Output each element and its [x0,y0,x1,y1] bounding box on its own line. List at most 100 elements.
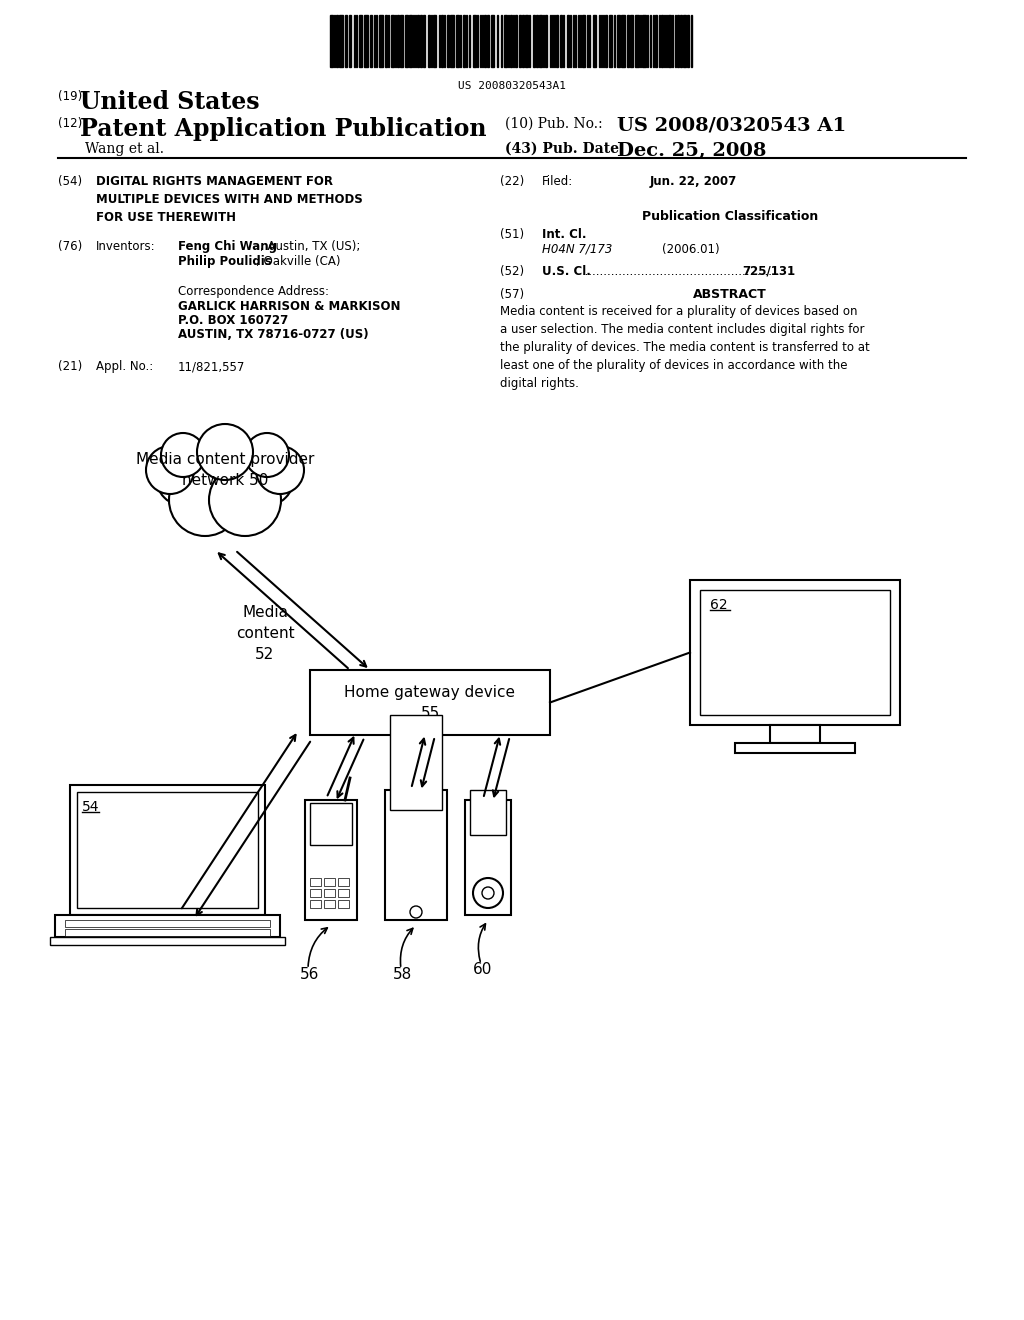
Circle shape [146,446,194,494]
Bar [680,15,682,67]
Bar [630,15,633,67]
Bar [391,15,394,67]
Bar [310,878,321,886]
Text: 725/131: 725/131 [742,265,795,279]
Text: US 2008/0320543 A1: US 2008/0320543 A1 [617,117,846,135]
Text: (43) Pub. Date:: (43) Pub. Date: [505,143,624,156]
Bar [364,15,368,67]
Text: Filed:: Filed: [542,176,573,187]
Text: 60: 60 [473,962,493,977]
Text: 62: 62 [710,598,728,612]
Bar [605,15,607,67]
Text: Dec. 25, 2008: Dec. 25, 2008 [617,143,766,160]
Bar [390,715,442,810]
Bar [345,15,347,67]
Bar [609,15,612,67]
Bar [55,915,280,937]
Bar [70,785,265,915]
Text: (2006.01): (2006.01) [662,243,720,256]
Circle shape [155,444,219,507]
Text: Home gateway device
55: Home gateway device 55 [344,685,515,721]
Bar [635,15,639,67]
Text: Philip Poulidis: Philip Poulidis [178,255,271,268]
Circle shape [231,444,295,507]
Bar [525,15,528,67]
Bar [336,15,338,67]
Text: 11/821,557: 11/821,557 [178,360,246,374]
Bar [409,15,412,67]
Circle shape [169,465,241,536]
Bar [65,929,270,936]
Circle shape [245,433,289,477]
Bar [310,803,352,845]
Bar [420,15,422,67]
Bar [310,888,321,898]
Bar [456,15,459,67]
Text: (10) Pub. No.:: (10) Pub. No.: [505,117,603,131]
Bar [324,900,335,908]
Bar [397,15,399,67]
Bar [735,743,855,752]
Bar [504,15,507,67]
Bar [677,15,679,67]
Bar [593,15,596,67]
Bar [473,15,476,67]
Bar [428,15,430,67]
Bar [417,15,419,67]
Bar [370,15,372,67]
Bar [687,15,689,67]
Text: Inventors:: Inventors: [96,240,156,253]
Bar [470,789,506,836]
Text: 56: 56 [300,968,319,982]
Circle shape [256,446,304,494]
Bar [349,15,351,67]
Text: Int. Cl.: Int. Cl. [542,228,587,242]
Text: , Oakville (CA): , Oakville (CA) [256,255,341,268]
Bar [433,15,436,67]
Text: (51): (51) [500,228,524,242]
Bar [490,15,494,67]
Bar [519,15,521,67]
Text: 54: 54 [82,800,99,814]
Bar [617,15,620,67]
Bar [310,671,550,735]
Bar [627,15,629,67]
Bar [662,15,663,67]
Bar [463,15,465,67]
Bar [423,15,425,67]
Bar [567,15,569,67]
Text: US 20080320543A1: US 20080320543A1 [458,81,566,91]
Text: (54): (54) [58,176,82,187]
Text: Publication Classification: Publication Classification [642,210,818,223]
Bar [450,15,454,67]
Text: AUSTIN, TX 78716-0727 (US): AUSTIN, TX 78716-0727 (US) [178,327,369,341]
Bar [539,15,542,67]
Text: (52): (52) [500,265,524,279]
Bar [534,15,535,67]
Bar [642,15,646,67]
Bar [77,792,258,908]
Text: , Austin, TX (US);: , Austin, TX (US); [260,240,360,253]
Text: Media
content
52: Media content 52 [236,605,294,663]
Text: Media content provider
network 50: Media content provider network 50 [136,451,314,488]
Text: Patent Application Publication: Patent Application Publication [80,117,486,141]
Bar [385,789,447,920]
Bar [338,888,349,898]
Text: ....................................................: ........................................… [577,265,787,279]
Bar [400,15,403,67]
Bar [700,590,890,715]
Circle shape [161,433,205,477]
Bar [515,15,517,67]
Text: 58: 58 [393,968,413,982]
Text: Correspondence Address:: Correspondence Address: [178,285,329,298]
Bar [310,900,321,908]
Bar [621,15,625,67]
Text: P.O. BOX 160727: P.O. BOX 160727 [178,314,288,327]
Text: U.S. Cl.: U.S. Cl. [542,265,591,279]
Bar [690,579,900,725]
Text: ABSTRACT: ABSTRACT [693,288,767,301]
Bar [545,15,547,67]
Bar [655,15,657,67]
Bar [406,15,408,67]
Text: (76): (76) [58,240,82,253]
